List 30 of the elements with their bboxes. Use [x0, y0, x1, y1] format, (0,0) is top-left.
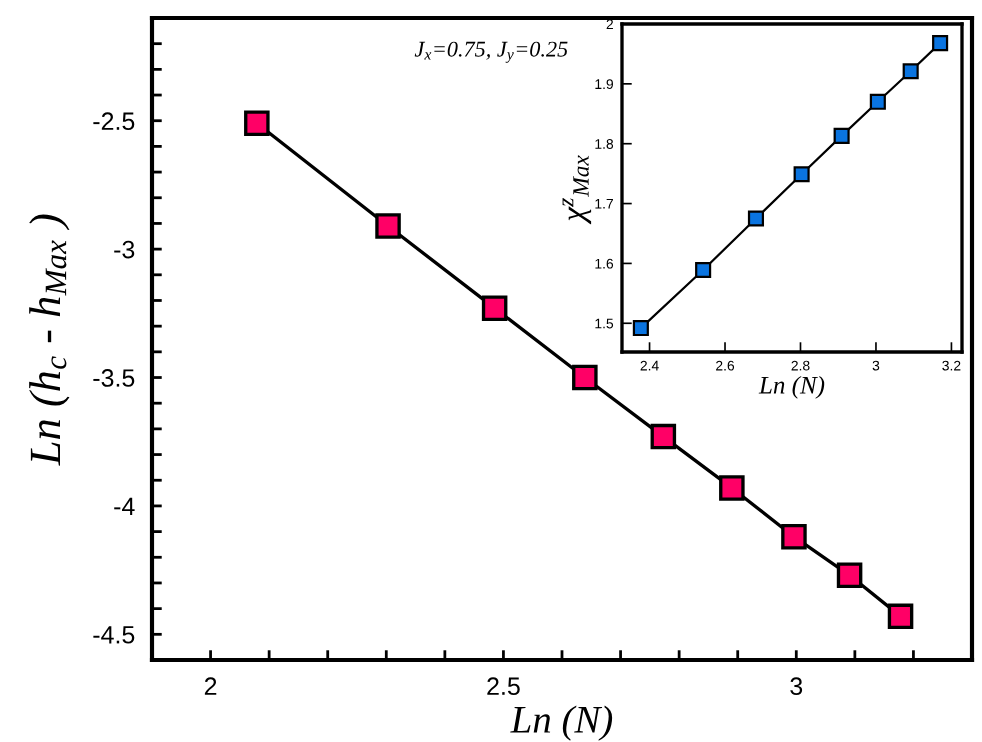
point — [793, 166, 810, 183]
point — [833, 127, 850, 144]
x-axis-title: Ln (N) — [510, 705, 613, 741]
y-tick-label: -4 — [114, 497, 135, 515]
y-tick-label: -3 — [114, 240, 135, 259]
point — [836, 562, 863, 589]
y-tick-label: -4.5 — [93, 626, 135, 644]
point — [244, 110, 270, 137]
y-tick-label: -3.5 — [93, 369, 135, 387]
y-tick-label: -2.5 — [93, 112, 135, 131]
point — [719, 475, 745, 501]
point — [481, 295, 508, 321]
x-axis-title: Ln (N) — [758, 376, 825, 399]
x-tick-label: 2.5 — [487, 677, 520, 696]
y-axis-title: Ln (h$_{c}$ - h$_{Max}$ ) — [29, 214, 70, 466]
point — [572, 364, 598, 391]
point — [695, 261, 712, 279]
x-tick-label: 3 — [790, 677, 803, 696]
point — [932, 35, 949, 52]
point — [887, 603, 914, 630]
point — [747, 210, 765, 227]
point — [781, 523, 807, 550]
point — [869, 93, 886, 110]
annotation: J$_{x}$=0.75, J$_{y}$=0.25 — [414, 41, 568, 63]
x-tick-label: 2 — [204, 677, 217, 695]
point — [650, 423, 677, 450]
y-axis-title: χ$^{z}$$_{Max}$ — [562, 155, 592, 225]
point — [902, 63, 919, 80]
point — [375, 213, 401, 239]
point — [632, 320, 649, 337]
